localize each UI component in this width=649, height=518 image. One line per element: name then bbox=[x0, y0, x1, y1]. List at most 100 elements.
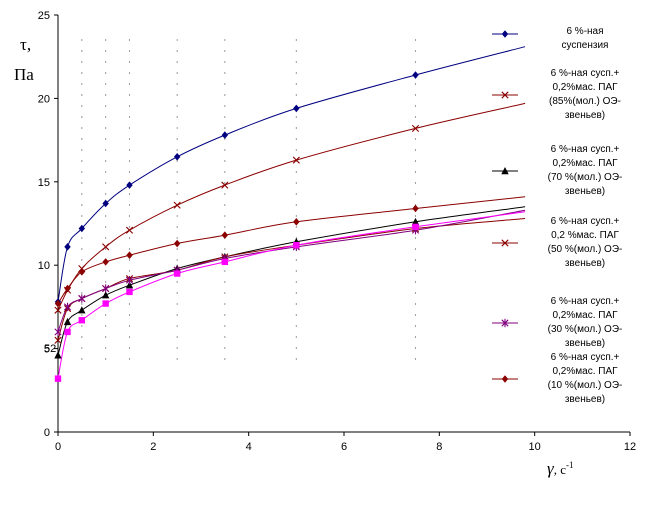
series-6-point bbox=[221, 258, 229, 266]
grid-dot bbox=[105, 105, 107, 107]
grid-dot bbox=[295, 259, 297, 261]
grid-dot bbox=[224, 83, 226, 85]
legend-label: 6 %-ная сусп.+ 0,2%мас. ПАГ (85%(мол.) ОЭ-… bbox=[520, 67, 649, 123]
grid-dot bbox=[81, 358, 83, 360]
series-5-point bbox=[126, 251, 133, 259]
grid-dot bbox=[128, 116, 131, 118]
grid-dot bbox=[176, 193, 178, 195]
series-2-point bbox=[54, 351, 62, 359]
series-1-point bbox=[102, 243, 110, 251]
grid-dot bbox=[176, 116, 178, 118]
grid-dot bbox=[414, 160, 417, 162]
series-5-point bbox=[221, 231, 229, 239]
tick-labels: 0 2 4 6 8 10 12 0 5 10 15 20 25 bbox=[38, 10, 636, 453]
legend-marker bbox=[501, 239, 509, 247]
grid-dot bbox=[414, 193, 417, 195]
series-6-point bbox=[126, 288, 133, 296]
grid-dot bbox=[224, 358, 226, 360]
series-4-point bbox=[78, 294, 86, 303]
grid-dot bbox=[414, 215, 417, 217]
grid-dot bbox=[295, 116, 297, 118]
grid-dot bbox=[224, 116, 226, 118]
grid-dot bbox=[105, 336, 107, 338]
grid-dot bbox=[81, 303, 83, 305]
series-0-point bbox=[293, 104, 300, 113]
grid-dot bbox=[414, 325, 417, 327]
x-axis-label-exponent: -1 bbox=[566, 460, 574, 470]
grid-dot bbox=[81, 171, 83, 173]
grid-dot bbox=[105, 193, 107, 195]
grid-dot bbox=[224, 182, 226, 184]
grid-dot bbox=[295, 270, 297, 272]
x-tick-label: 2 bbox=[150, 441, 156, 453]
grid-dot bbox=[176, 248, 178, 250]
grid-dot bbox=[414, 138, 417, 140]
grid-dot bbox=[224, 105, 226, 107]
grid-dot bbox=[105, 39, 107, 41]
grid-dot bbox=[224, 281, 226, 283]
legend-label-line: 6 %-ная сусп.+ bbox=[550, 216, 620, 227]
legend-label-line: (85%(мол.) ОЭ- bbox=[549, 96, 621, 107]
grid-dot bbox=[414, 347, 417, 349]
series-4-point bbox=[54, 327, 62, 337]
legend-label-line: 6 %-ная сусп.+ bbox=[550, 144, 620, 155]
grid-dot bbox=[105, 270, 107, 272]
series-6-point bbox=[78, 317, 86, 324]
series-2-point bbox=[63, 317, 72, 326]
series-1-point bbox=[221, 181, 229, 189]
grid-dot bbox=[176, 105, 178, 107]
grid-dot bbox=[295, 193, 297, 195]
series-curves bbox=[57, 46, 526, 379]
legend-label-line: суспензия bbox=[561, 40, 609, 51]
grid-dot bbox=[176, 325, 178, 327]
legend-swatch bbox=[492, 91, 518, 99]
series-0-point bbox=[126, 181, 133, 189]
legend-label-line: 0,2%мас. ПАГ bbox=[552, 310, 618, 321]
grid-dot bbox=[81, 61, 83, 63]
series-markers bbox=[54, 71, 420, 382]
grid-dot bbox=[81, 259, 83, 261]
grid-dot bbox=[414, 314, 417, 316]
grid-dot bbox=[128, 105, 131, 107]
grid-dot bbox=[128, 259, 131, 261]
legend-label-line: звеньев) bbox=[564, 110, 606, 121]
grid-dot bbox=[414, 83, 417, 85]
x-tick-label: 6 bbox=[341, 441, 347, 453]
grid-dot bbox=[414, 105, 417, 107]
grid-dot bbox=[224, 226, 226, 228]
grid-dot bbox=[128, 138, 131, 140]
x-axis-label-unit: , с bbox=[554, 462, 567, 477]
grid-dot bbox=[81, 292, 83, 294]
legend-swatch bbox=[492, 318, 518, 328]
series-0-point bbox=[412, 71, 419, 79]
grid-dot bbox=[295, 347, 297, 349]
series-4-point bbox=[125, 276, 134, 285]
grid-dot bbox=[224, 149, 226, 151]
legend-label-line: 6 %-ная сусп.+ bbox=[550, 352, 620, 363]
legend-label-line: 6 %-ная сусп.+ bbox=[550, 68, 620, 79]
y-tick-label: 10 bbox=[38, 260, 50, 272]
series-4-point bbox=[63, 302, 72, 312]
y-tick-label: 0 bbox=[44, 427, 50, 439]
series-0-point bbox=[78, 224, 86, 233]
stray-label: 52 bbox=[44, 343, 56, 355]
legend-label-line: 0,2%мас. ПАГ bbox=[552, 82, 618, 93]
series-1-point bbox=[125, 226, 134, 234]
series-5-point bbox=[412, 204, 419, 213]
grid-dot bbox=[128, 149, 131, 151]
grid-dot bbox=[224, 270, 226, 272]
grid-dot bbox=[81, 72, 83, 74]
series-2-point bbox=[411, 217, 420, 226]
grid-dot bbox=[295, 83, 297, 85]
y-tick-label: 15 bbox=[38, 177, 50, 189]
grid-dot bbox=[295, 182, 297, 184]
grid-dot bbox=[295, 61, 297, 63]
legend-label-line: 0,2 %мас. ПАГ bbox=[551, 230, 619, 241]
grid-dot bbox=[295, 226, 297, 228]
legend-swatch bbox=[492, 167, 518, 175]
series-0-point bbox=[221, 131, 229, 139]
legend-swatch bbox=[492, 30, 518, 38]
grid-dot bbox=[128, 127, 131, 129]
series-6-point bbox=[293, 241, 300, 249]
grid-dot bbox=[414, 116, 417, 118]
